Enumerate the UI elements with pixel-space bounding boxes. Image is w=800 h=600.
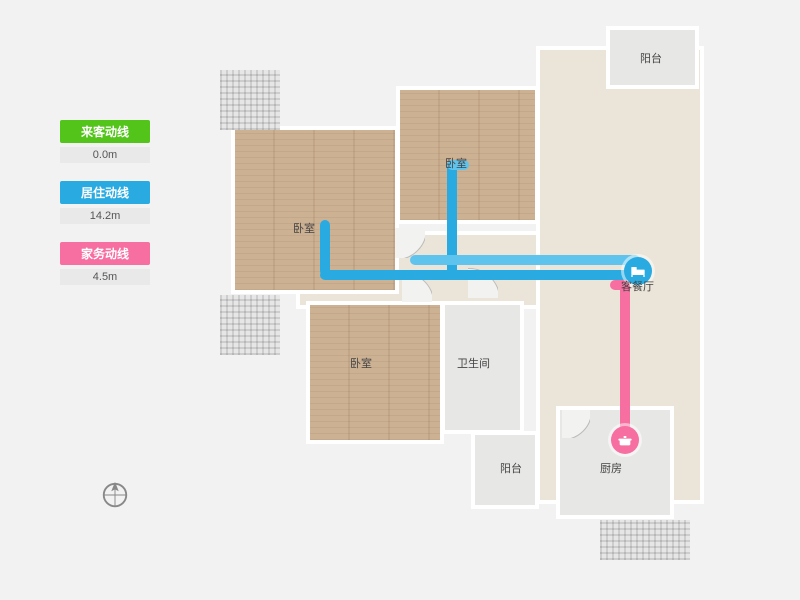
legend-label-guest: 来客动线 — [60, 120, 150, 143]
room-label-bed-main: 卧室 — [293, 220, 315, 236]
legend-value-guest: 0.0m — [60, 147, 150, 163]
room-bed1 — [400, 90, 535, 220]
room-label-living: 客餐厅 — [621, 278, 654, 294]
room-label-kitchen: 厨房 — [600, 460, 622, 476]
legend-value-resident: 14.2m — [60, 208, 150, 224]
room-label-bed2: 卧室 — [350, 355, 372, 371]
room-hatch1 — [220, 70, 280, 130]
room-label-balcony1: 阳台 — [640, 50, 662, 66]
legend-group-guest: 来客动线 0.0m — [60, 120, 150, 163]
path-segment — [410, 255, 640, 265]
legend-label-house: 家务动线 — [60, 242, 150, 265]
room-label-bed1: 卧室 — [445, 155, 467, 171]
room-hatch2 — [220, 295, 280, 355]
room-bed-main — [235, 130, 395, 290]
path-segment — [320, 270, 640, 280]
legend: 来客动线 0.0m 居住动线 14.2m 家务动线 4.5m — [60, 120, 150, 303]
canvas: 来客动线 0.0m 居住动线 14.2m 家务动线 4.5m 客餐厅阳台卧室卧室… — [0, 0, 800, 600]
path-segment — [320, 220, 330, 276]
compass-icon — [100, 480, 130, 510]
door-arc — [562, 410, 590, 438]
legend-label-resident: 居住动线 — [60, 181, 150, 204]
legend-value-house: 4.5m — [60, 269, 150, 285]
legend-group-resident: 居住动线 14.2m — [60, 181, 150, 224]
legend-group-house: 家务动线 4.5m — [60, 242, 150, 285]
path-segment — [620, 280, 630, 440]
room-label-bath: 卫生间 — [457, 355, 490, 371]
room-hatch3 — [600, 520, 690, 560]
door-arc — [395, 228, 425, 258]
room-bed2 — [310, 305, 440, 440]
room-label-balcony2: 阳台 — [500, 460, 522, 476]
pot-icon — [611, 426, 639, 454]
floor-plan: 客餐厅阳台卧室卧室卧室卫生间阳台厨房 — [220, 20, 720, 580]
